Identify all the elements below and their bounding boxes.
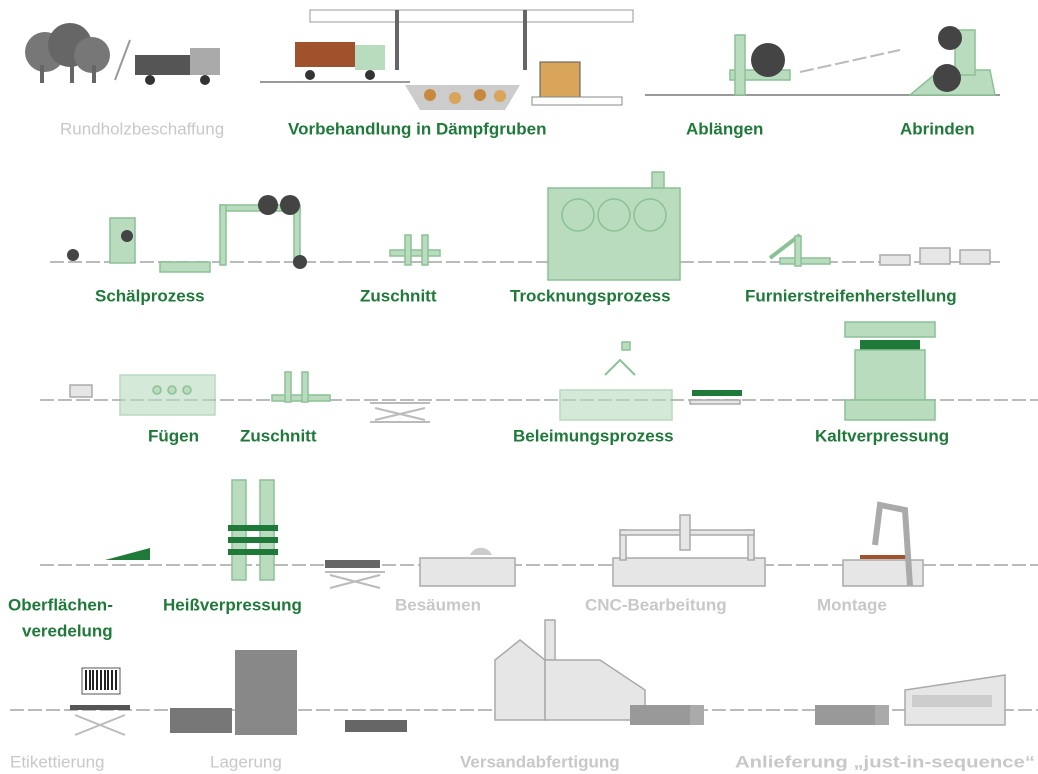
step-label: Montage <box>817 595 887 614</box>
process-diagram: Rundholzbeschaffung Vorbehandlung in Däm… <box>0 0 1038 774</box>
step-label: Schälprozess <box>95 286 205 305</box>
step-label: Lagerung <box>210 752 282 771</box>
step-label: Anlieferung „just-in-sequence“ <box>735 752 1035 771</box>
step-label: Furnierstreifenherstellung <box>745 286 957 305</box>
step-label: Etikettierung <box>10 752 105 771</box>
step-label: Beleimungsprozess <box>513 426 674 445</box>
step-label: Abrinden <box>900 119 975 138</box>
step-label: Vorbehandlung in Dämpfgruben <box>288 119 546 138</box>
step-label: Versandabfertigung <box>460 752 620 771</box>
step-label: Rundholzbeschaffung <box>60 119 224 138</box>
step-label: Zuschnitt <box>240 426 317 445</box>
step-label: Oberflächen- <box>8 595 113 614</box>
step-label: Fügen <box>148 426 199 445</box>
step-label: Zuschnitt <box>360 286 437 305</box>
step-label: CNC-Bearbeitung <box>585 595 727 614</box>
step-label: Heißverpressung <box>163 595 302 614</box>
step-label: Kaltverpressung <box>815 426 949 445</box>
step-label: Trocknungsprozess <box>510 286 671 305</box>
step-label: Ablängen <box>686 119 763 138</box>
step-label: veredelung <box>22 621 113 640</box>
step-label: Besäumen <box>395 595 481 614</box>
